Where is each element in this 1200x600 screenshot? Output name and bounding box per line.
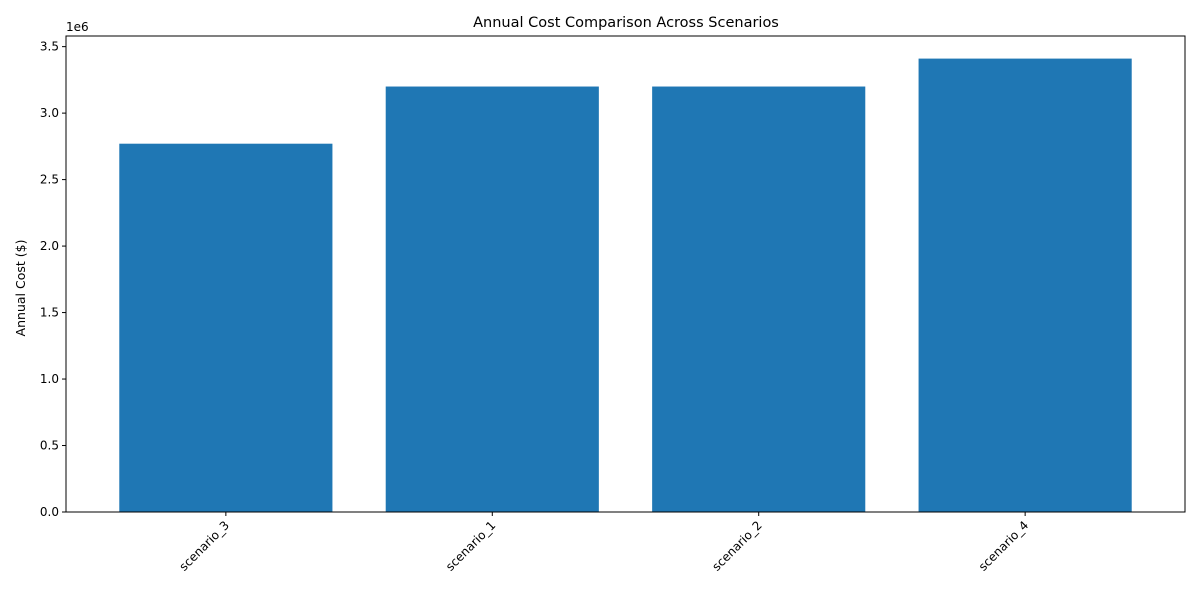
x-tick-label: scenario_3: [177, 518, 232, 573]
x-tick-label: scenario_1: [443, 518, 498, 573]
bar-scenario_3: [119, 143, 333, 512]
plot-frame: [65, 35, 1186, 513]
y-axis-ticks: 0.0 0.5 1.0 1.5 2.0 2.5 3.0 3.5: [40, 40, 66, 519]
y-tick-label: 2.0: [40, 239, 59, 253]
bars-layer: [119, 58, 1132, 512]
y-axis-scale-label: 1e6: [66, 20, 89, 34]
x-axis-ticks: scenario_3 scenario_1 scenario_2 scenario_4: [177, 512, 1031, 574]
y-tick-label: 0.0: [40, 505, 59, 519]
x-tick-label: scenario_4: [976, 518, 1031, 573]
y-tick-label: 0.5: [40, 439, 59, 453]
bar-scenario_2: [652, 86, 866, 512]
y-tick-label: 2.5: [40, 173, 59, 187]
y-tick-label: 1.5: [40, 306, 59, 320]
bar-scenario_4: [918, 58, 1132, 512]
bar-scenario_1: [385, 86, 599, 512]
y-tick-label: 1.0: [40, 372, 59, 386]
y-tick-label: 3.5: [40, 40, 59, 54]
x-tick-label: scenario_2: [709, 518, 764, 573]
y-tick-label: 3.0: [40, 106, 59, 120]
y-axis-label: Annual Cost ($): [13, 240, 28, 337]
chart-title: Annual Cost Comparison Across Scenarios: [473, 15, 779, 31]
